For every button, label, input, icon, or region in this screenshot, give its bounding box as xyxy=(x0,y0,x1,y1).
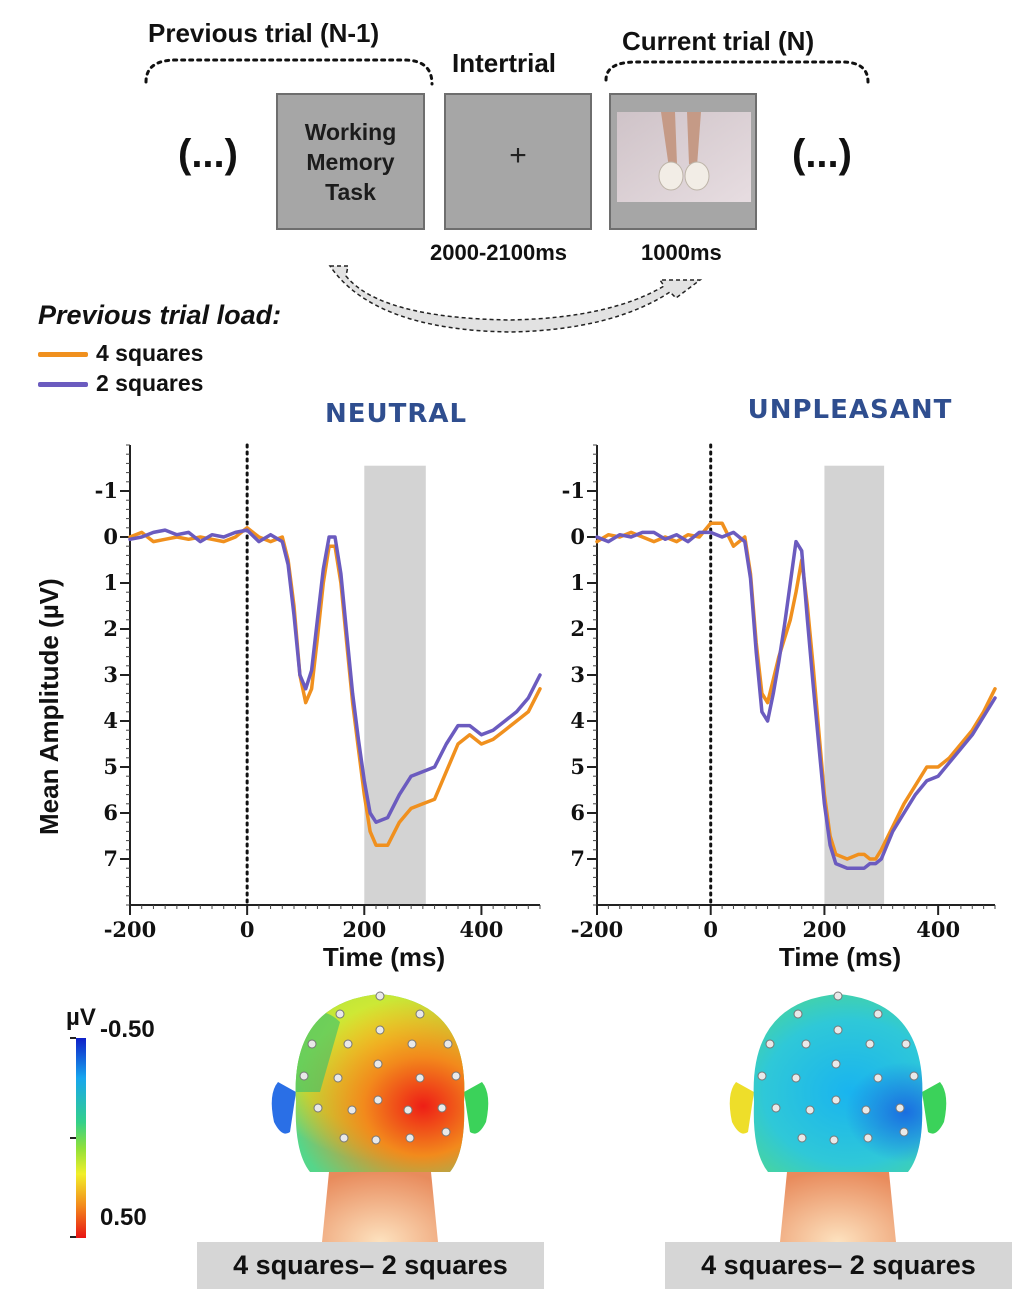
colorbar-unit: µV xyxy=(66,1004,96,1031)
intertrial-duration: 2000-2100ms xyxy=(430,240,568,265)
legend-title: Previous trial load: xyxy=(38,300,282,330)
fixation-cross: + xyxy=(509,139,527,172)
colorbar-gradient xyxy=(76,1038,86,1238)
series-line-4-squares-unpleasant xyxy=(595,521,997,861)
y-tick-label: 1 xyxy=(103,570,118,595)
colorbar-top-label: -0.50 xyxy=(100,1016,155,1043)
topomap-neutral xyxy=(271,991,489,1242)
y-tick-label: 2 xyxy=(570,616,585,641)
y-tick-label: 2 xyxy=(103,616,118,641)
y-tick-label: 7 xyxy=(570,846,585,871)
ellipsis-right: (...) xyxy=(792,132,852,176)
y-tick-label: 5 xyxy=(570,754,585,779)
x-tick-label: 400 xyxy=(916,917,960,942)
x-tick-label: 200 xyxy=(342,917,386,942)
series-line-2-squares-unpleasant xyxy=(595,530,997,870)
x-tick-label: -200 xyxy=(104,917,157,942)
y-axis-title-holder: Mean Amplitude (µV) xyxy=(34,578,64,835)
y-tick-label: -1 xyxy=(95,478,118,503)
current-trial-label: Current trial (N) xyxy=(622,26,815,56)
working-memory-text: Working Memory Task xyxy=(304,119,397,205)
legend-swatch-2-squares xyxy=(38,382,88,388)
series-line-4-squares-neutral xyxy=(128,526,542,847)
legend-swatch-4-squares xyxy=(38,352,88,358)
topomap-unpleasant xyxy=(729,991,947,1242)
intertrial-label: Intertrial xyxy=(452,48,557,78)
x-tick-label: 400 xyxy=(460,917,504,942)
current-trial-brace xyxy=(604,60,870,84)
series-line-2-squares-neutral xyxy=(128,528,542,824)
y-tick-label: 6 xyxy=(570,800,585,825)
previous-trial-brace xyxy=(144,58,434,86)
topomap-caption-unpleasant: 4 squares– 2 squares xyxy=(665,1242,1012,1289)
legend-item-4-squares: 4 squares xyxy=(38,340,203,367)
intertrial-box: + xyxy=(444,93,592,230)
working-memory-box: Working Memory Task xyxy=(276,93,425,230)
y-tick-label: 1 xyxy=(570,570,585,595)
paradigm-decorations xyxy=(144,58,870,333)
y-tick-label: 3 xyxy=(103,662,118,687)
y-tick-label: 4 xyxy=(103,708,118,733)
analysis-window-unpleasant xyxy=(824,465,885,905)
unpleasant-erp-chart: UNPLEASANT Time (ms) -1 0 1 2 3 4 5 6 7 -200 0 200 4… xyxy=(562,395,997,972)
x-tick-label: 200 xyxy=(803,917,847,942)
legend-label-2-squares: 2 squares xyxy=(96,370,204,396)
legend-label-4-squares: 4 squares xyxy=(96,340,204,366)
y-axis-title: Mean Amplitude (µV) xyxy=(34,578,64,835)
ellipsis-left: (...) xyxy=(178,132,238,176)
colorbar xyxy=(70,1037,86,1238)
carryover-arrow xyxy=(328,265,703,333)
x-axis-title-neutral: Time (ms) xyxy=(323,942,445,972)
y-tick-label: 7 xyxy=(103,846,118,871)
x-tick-label: 0 xyxy=(703,917,718,942)
neutral-erp-chart: NEUTRAL Time (ms) -1 0 1 2 3 4 5 6 7 -200 0 200 400 xyxy=(95,399,542,972)
x-tick-label: 0 xyxy=(240,917,255,942)
x-axis-title-unpleasant: Time (ms) xyxy=(779,942,901,972)
stimulus-box xyxy=(609,93,757,230)
x-tick-label: -200 xyxy=(571,917,624,942)
chart-title-neutral: NEUTRAL xyxy=(325,399,467,429)
topomap-caption-neutral: 4 squares– 2 squares xyxy=(197,1242,544,1289)
previous-trial-label: Previous trial (N-1) xyxy=(148,18,380,48)
y-tick-label: 0 xyxy=(570,524,585,549)
y-tick-label: 5 xyxy=(103,754,118,779)
y-tick-label: -1 xyxy=(562,478,585,503)
colorbar-bottom-label: 0.50 xyxy=(100,1204,147,1231)
chart-title-unpleasant: UNPLEASANT xyxy=(748,395,953,425)
legend-item-2-squares: 2 squares xyxy=(38,370,203,397)
y-tick-label: 0 xyxy=(103,524,118,549)
y-tick-label: 6 xyxy=(103,800,118,825)
stimulus-duration: 1000ms xyxy=(641,240,722,265)
stimulus-photo xyxy=(617,112,751,202)
y-tick-label: 3 xyxy=(570,662,585,687)
y-tick-label: 4 xyxy=(570,708,585,733)
